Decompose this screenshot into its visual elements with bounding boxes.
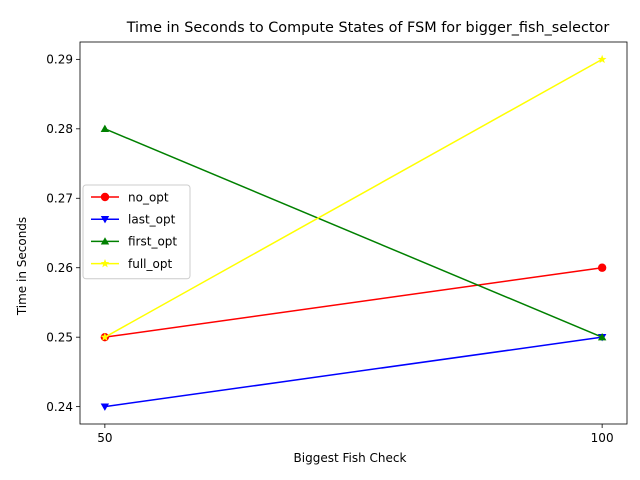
legend-item: last_opt (91, 213, 176, 227)
series-first-opt (100, 124, 607, 341)
legend-marker (100, 237, 110, 245)
y-tick-label: 0.27 (46, 192, 73, 206)
legend-marker (100, 216, 110, 224)
y-tick-label: 0.24 (46, 400, 73, 414)
legend-label: first_opt (128, 235, 177, 249)
legend-marker (100, 192, 110, 202)
plot-frame (79, 41, 628, 425)
y-tick-label: 0.26 (46, 261, 73, 275)
data-point (597, 263, 607, 272)
legend-item: first_opt (91, 235, 177, 249)
x-tick-label: 50 (97, 431, 112, 445)
legend-item: full_opt (91, 257, 172, 271)
y-tick-label: 0.29 (46, 53, 73, 67)
legend-item: no_opt (91, 190, 169, 204)
legend-box (82, 184, 191, 280)
series-line (104, 266, 603, 338)
legend-label: no_opt (128, 190, 169, 204)
series-line (104, 58, 603, 338)
data-point (100, 124, 110, 132)
series-line (104, 336, 603, 408)
series-layer (100, 54, 607, 411)
data-point (100, 332, 110, 341)
x-axis-label: Biggest Fish Check (294, 451, 407, 465)
legend-label: full_opt (128, 257, 172, 271)
y-axis: 0.24 0.25 0.26 0.27 0.28 0.29 (46, 53, 80, 414)
data-point (597, 54, 607, 64)
series-last-opt (100, 334, 607, 411)
legend: no_opt last_opt first_opt full_opt (82, 184, 191, 280)
y-tick-label: 0.25 (46, 330, 73, 344)
y-tick-label: 0.28 (46, 122, 73, 136)
data-point (100, 403, 110, 411)
series-full-opt (100, 54, 607, 341)
legend-label: last_opt (128, 213, 176, 227)
data-point (597, 332, 607, 341)
legend-marker (100, 259, 110, 268)
chart-title: Time in Seconds to Compute States of FSM… (126, 20, 610, 36)
series-line (104, 128, 603, 338)
x-tick-label: 100 (591, 431, 614, 445)
y-axis-label: Time in Seconds (15, 217, 29, 316)
x-axis: 50 100 (97, 424, 614, 445)
